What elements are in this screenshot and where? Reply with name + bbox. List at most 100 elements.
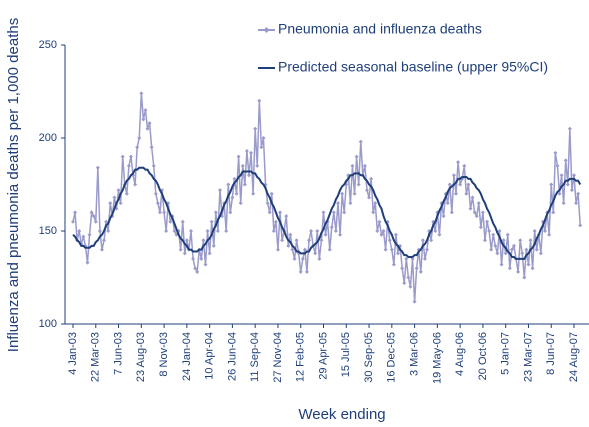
point [193, 266, 198, 271]
point [236, 154, 241, 159]
x-tick-label: 23 Mar-07 [522, 332, 534, 382]
point [371, 210, 376, 215]
x-axis-title: Week ending [298, 406, 385, 423]
point [240, 163, 245, 168]
point [259, 145, 264, 150]
point [447, 182, 452, 187]
point [151, 163, 156, 168]
point [91, 214, 96, 219]
point [518, 238, 523, 243]
point [464, 191, 469, 196]
point [445, 201, 450, 206]
point [253, 126, 258, 131]
point [565, 182, 570, 187]
x-tick-label: 12 Feb-05 [295, 332, 307, 382]
x-tick-label: 5 Jan-07 [500, 332, 512, 375]
point [207, 251, 212, 256]
point [246, 173, 251, 178]
point [348, 201, 353, 206]
point [549, 182, 554, 187]
x-tick-label: 11 Sep-04 [249, 332, 261, 382]
point [414, 266, 419, 271]
x-tick-label: 16 Dec-05 [386, 332, 398, 383]
point [288, 232, 293, 237]
point [569, 188, 574, 193]
point [456, 160, 461, 165]
point [139, 91, 144, 96]
point [226, 182, 231, 187]
x-tick-label: 3 Mar-06 [408, 332, 420, 376]
point [319, 238, 324, 243]
x-tick-label: 8 Nov-03 [158, 332, 170, 377]
point [278, 210, 283, 215]
point [213, 210, 218, 215]
point [89, 210, 94, 215]
point [532, 229, 537, 233]
point [335, 201, 340, 206]
point [155, 201, 160, 206]
point [389, 247, 394, 252]
point [425, 247, 430, 252]
point [406, 275, 411, 280]
point [530, 266, 535, 271]
point [418, 269, 423, 274]
point [168, 219, 173, 224]
point [238, 201, 243, 206]
point [441, 214, 446, 219]
point [574, 201, 579, 206]
point [474, 214, 479, 219]
point [116, 188, 121, 193]
point [364, 188, 369, 193]
point [143, 108, 148, 113]
point [126, 163, 131, 168]
point [489, 247, 494, 252]
point [383, 247, 388, 252]
point [362, 163, 367, 168]
point [162, 210, 167, 215]
point [102, 238, 107, 243]
legend-label: Predicted seasonal baseline (upper 95%CI… [278, 59, 548, 75]
y-tick-label: 100 [39, 318, 57, 330]
x-tick-label: 19 May-06 [431, 332, 443, 384]
point [522, 275, 527, 280]
point [487, 229, 492, 233]
point [97, 229, 102, 233]
point [251, 191, 256, 196]
x-tick-label: 22 Mar-03 [90, 332, 102, 382]
point [543, 229, 548, 233]
point [209, 219, 214, 224]
point [313, 251, 318, 256]
point [71, 219, 75, 224]
point [321, 210, 326, 215]
point [120, 154, 125, 159]
point [217, 188, 222, 193]
point [124, 191, 129, 196]
point [358, 139, 363, 144]
point [526, 262, 531, 267]
x-tick-label: 4 Aug-06 [454, 332, 466, 376]
point [184, 238, 189, 243]
point [453, 191, 458, 196]
point [422, 256, 427, 261]
point [244, 149, 249, 154]
series-line [72, 93, 581, 302]
point [429, 238, 434, 243]
point [93, 219, 98, 224]
point [290, 247, 295, 252]
point [104, 219, 109, 224]
point [551, 210, 556, 215]
point [369, 176, 374, 181]
point [331, 210, 336, 215]
point [547, 232, 552, 237]
point [462, 163, 467, 168]
point [284, 214, 289, 219]
point [191, 256, 196, 261]
point [149, 145, 154, 150]
point [503, 251, 508, 256]
point [77, 229, 82, 233]
point [81, 234, 86, 239]
point [572, 173, 576, 178]
point [340, 191, 345, 196]
point [561, 201, 566, 206]
point [230, 195, 235, 200]
